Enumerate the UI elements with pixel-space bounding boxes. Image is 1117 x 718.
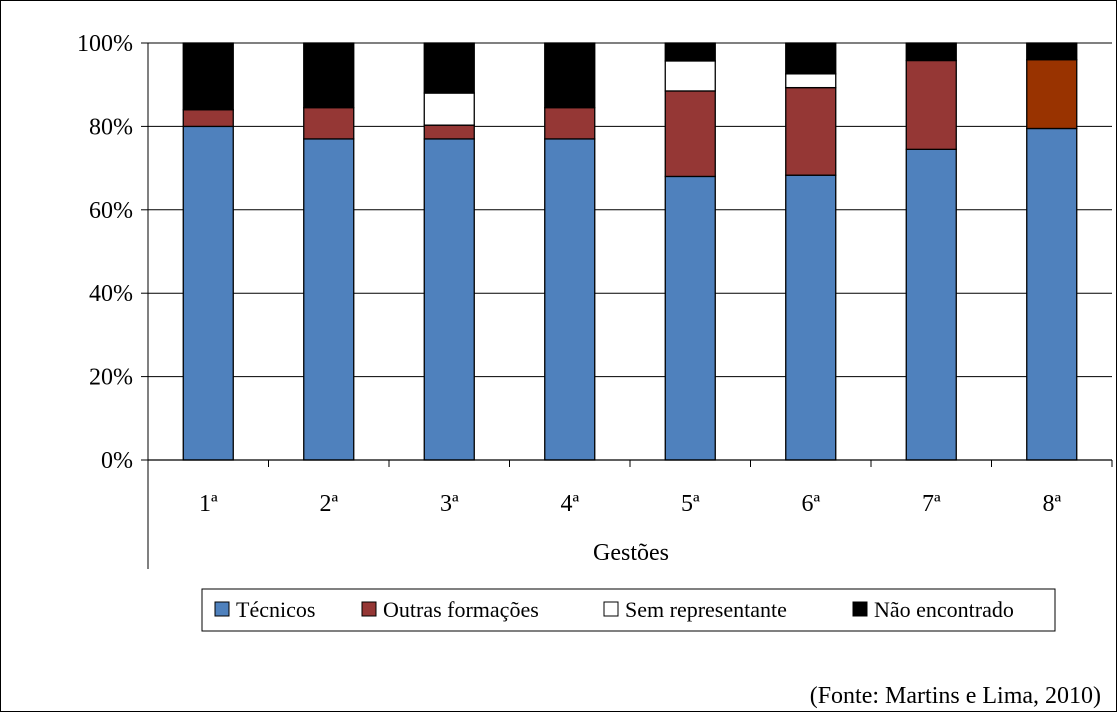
y-tick-label: 40%	[89, 281, 133, 307]
bar-segment	[785, 42, 837, 75]
x-tick-labels: 1ª 2ª 3ª 4ª 5ª 6ª 7ª 8ª	[199, 491, 1062, 517]
bar-segment	[303, 106, 355, 140]
y-tick-label: 100%	[77, 31, 133, 57]
y-tick-label: 20%	[89, 365, 133, 391]
bar-segment	[423, 124, 475, 140]
bar-segment	[785, 73, 837, 89]
bar-segment	[423, 138, 475, 461]
x-tick-label: 4ª	[560, 491, 579, 517]
bar-segment	[423, 42, 475, 94]
legend-swatch	[852, 601, 868, 617]
gridlines	[141, 42, 1112, 461]
bar-segment	[664, 60, 716, 92]
x-tick-label: 5ª	[681, 491, 700, 517]
bar-segment	[664, 90, 716, 178]
y-tick-label: 60%	[89, 198, 133, 224]
bar-segment	[785, 86, 837, 176]
bar-segment	[182, 109, 234, 128]
bar-segment	[664, 42, 716, 62]
axes	[147, 43, 1113, 569]
x-tick-label: 6ª	[801, 491, 820, 517]
bar-segment	[664, 175, 716, 461]
bar-segment	[1026, 42, 1078, 61]
x-axis-title: Gestões	[593, 540, 669, 566]
bar-segment	[182, 42, 234, 111]
bar-segment	[303, 138, 355, 461]
bar-segment	[182, 125, 234, 461]
bars-group	[182, 42, 1078, 461]
legend: Técnicos Outras formações Sem representant…	[201, 588, 1056, 632]
legend-swatch	[603, 601, 619, 617]
bar-segment	[544, 138, 596, 461]
legend-label: Não encontrado	[874, 597, 1014, 622]
bar-segment	[785, 174, 837, 461]
x-tick-label: 3ª	[440, 491, 459, 517]
legend-label: Outras formações	[383, 597, 539, 622]
bar-segment	[905, 42, 957, 62]
legend-label: Técnicos	[236, 597, 315, 622]
x-tick-label: 7ª	[922, 491, 941, 517]
y-tick-label: 80%	[89, 114, 133, 140]
bar-segment	[423, 92, 475, 126]
bar-segment	[1026, 127, 1078, 461]
x-tick-label: 2ª	[319, 491, 338, 517]
y-tick-label: 0%	[101, 448, 133, 474]
bar-segment	[1026, 59, 1078, 130]
legend-swatch	[361, 601, 377, 617]
bar-segment	[544, 106, 596, 140]
legend-box	[201, 588, 1056, 632]
legend-label: Sem representante	[625, 597, 787, 622]
x-tick-label: 8ª	[1042, 491, 1061, 517]
bar-segment	[544, 42, 596, 109]
source-note: (Fonte: Martins e Lima, 2010)	[810, 683, 1101, 709]
x-tick-label: 1ª	[199, 491, 218, 517]
bar-segment	[303, 42, 355, 109]
legend-swatch	[214, 601, 230, 617]
bar-segment	[905, 59, 957, 150]
bar-segment	[905, 148, 957, 461]
y-tick-labels: 0% 20% 40% 60% 80% 100%	[77, 31, 133, 474]
